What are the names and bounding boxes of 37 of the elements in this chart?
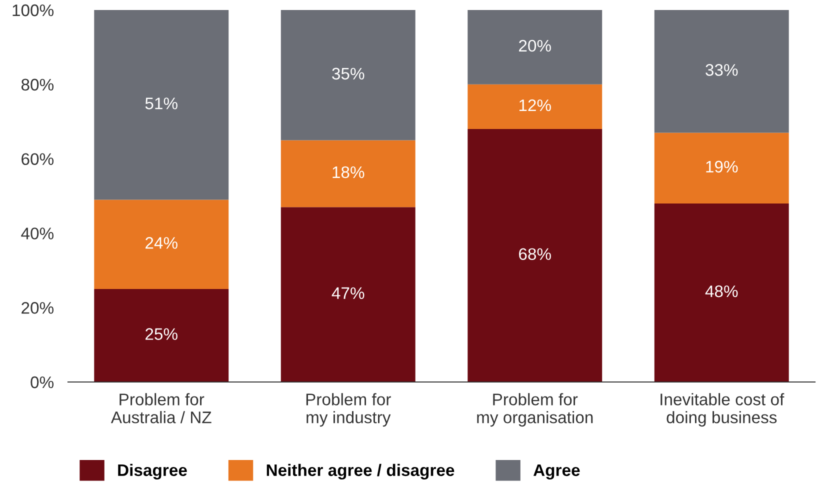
bar <box>280 10 416 140</box>
bar <box>94 289 229 382</box>
data-label: 25% <box>146 328 178 340</box>
y-tick-label: 80% <box>21 78 54 91</box>
x-tick-label: Problem for my organisation <box>477 393 593 427</box>
bar <box>280 140 416 208</box>
bar <box>94 10 229 200</box>
x-tick-label: Problem for my industry <box>306 393 391 427</box>
legend-label: Disagree <box>118 464 187 480</box>
data-label: 12% <box>519 99 551 112</box>
y-tick-label: 60% <box>22 153 54 166</box>
bar <box>654 203 789 382</box>
data-label: 18% <box>332 166 364 178</box>
data-label: 35% <box>332 68 364 80</box>
bar <box>468 10 602 84</box>
x-tick-label: Problem for Australia / NZ <box>110 393 212 424</box>
data-label: 51% <box>145 98 178 110</box>
bar <box>94 200 229 289</box>
data-label: 33% <box>706 64 738 76</box>
legend-label: Neither agree / disagree <box>266 464 454 480</box>
bar <box>468 84 602 130</box>
legend-label: Agree <box>533 464 580 480</box>
data-label: 48% <box>705 285 738 298</box>
bar <box>654 10 789 133</box>
y-tick-label: 0% <box>30 376 54 388</box>
data-label: 24% <box>146 237 178 249</box>
bar <box>654 132 789 204</box>
bar <box>468 129 602 382</box>
data-label: 68% <box>519 248 551 260</box>
bar <box>280 207 416 382</box>
data-label: 19% <box>706 160 738 173</box>
data-label: 47% <box>332 287 364 299</box>
y-tick-label: 40% <box>21 228 54 240</box>
y-tick-label: 20% <box>22 302 54 314</box>
y-tick-label: 100% <box>12 4 54 16</box>
data-label: 20% <box>519 40 551 52</box>
x-tick-label: Inevitable cost of doing business <box>660 393 784 427</box>
